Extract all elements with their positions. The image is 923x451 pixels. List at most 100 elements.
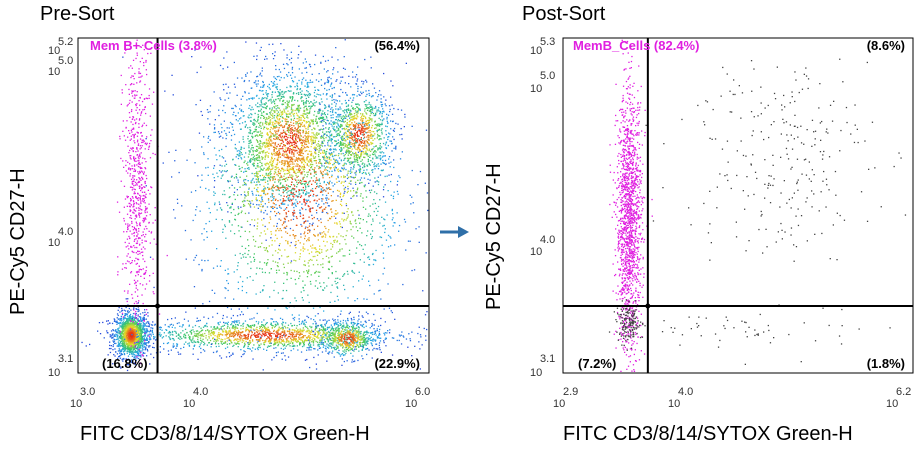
event-dot (126, 321, 128, 323)
event-dot (294, 202, 296, 204)
event-dot (304, 188, 307, 190)
event-dot (327, 120, 329, 122)
event-dot (129, 325, 131, 327)
event-dot (364, 340, 366, 342)
event-dot (291, 96, 293, 98)
event-dot (133, 362, 135, 364)
event-dot (114, 355, 116, 357)
event-dot (317, 343, 319, 346)
event-dot (355, 334, 357, 336)
event-dot (322, 175, 324, 177)
event-dot (366, 353, 368, 356)
event-dot (144, 314, 146, 316)
event-dot (326, 338, 329, 340)
event-dot (347, 333, 350, 335)
event-dot (297, 106, 299, 108)
event-dot (266, 93, 268, 96)
event-dot (293, 125, 295, 127)
event-dot (212, 332, 214, 334)
event-dot (150, 333, 152, 335)
event-dot (336, 337, 339, 339)
event-dot (280, 112, 282, 114)
event-dot (278, 68, 280, 71)
event-dot (256, 94, 258, 97)
event-dot (341, 344, 343, 346)
event-dot (122, 348, 125, 350)
event-dot (299, 91, 302, 94)
event-dot (233, 191, 236, 193)
event-dot (343, 360, 345, 363)
event-dot (136, 343, 139, 345)
event-dot (345, 342, 347, 344)
event-dot (249, 325, 251, 327)
event-dot (256, 121, 258, 123)
event-dot (143, 338, 145, 340)
event-dot (368, 338, 370, 340)
event-dot (266, 58, 268, 60)
event-dot (277, 344, 279, 347)
event-dot (115, 333, 117, 335)
event-dot (117, 337, 119, 340)
event-dot (292, 348, 295, 350)
event-dot (128, 359, 130, 361)
event-dot (295, 327, 298, 329)
event-dot (278, 340, 280, 342)
event-dot (118, 339, 120, 342)
event-dot (346, 334, 348, 336)
event-dot (117, 322, 119, 324)
event-dot (296, 325, 298, 327)
event-dot (131, 340, 133, 342)
event-dot (260, 168, 262, 170)
event-dot (309, 110, 311, 112)
event-dot (364, 331, 367, 333)
event-dot (266, 169, 268, 171)
event-dot (293, 189, 295, 191)
event-dot (409, 338, 411, 340)
event-dot (273, 138, 275, 140)
event-dot (267, 155, 269, 157)
event-dot (336, 342, 338, 344)
event-dot (289, 168, 292, 170)
pre-sort-panel: Pre-Sort Mem B+ Cells (3.8%) (56.4%) (16… (7, 3, 430, 445)
event-dot (326, 197, 328, 199)
event-dot (340, 198, 343, 201)
event-dot (331, 174, 333, 176)
event-dot (203, 344, 205, 346)
event-dot (333, 333, 335, 335)
event-dot (261, 135, 264, 137)
event-dot (239, 333, 241, 335)
event-dot (116, 320, 118, 322)
event-dot (232, 333, 234, 335)
event-dot (394, 318, 396, 320)
event-dot (232, 325, 234, 327)
event-dot (326, 169, 329, 172)
event-dot (120, 333, 122, 336)
event-dot (241, 335, 243, 337)
event-dot (116, 338, 118, 341)
event-dot (302, 192, 304, 194)
event-dot (284, 120, 287, 122)
event-dot (247, 347, 249, 349)
event-dot (290, 190, 292, 192)
event-dot (188, 345, 191, 347)
event-dot (216, 327, 218, 329)
event-dot (325, 335, 327, 337)
event-dot (279, 71, 282, 73)
event-dot (252, 122, 254, 124)
event-dot (143, 325, 146, 327)
event-dot (122, 338, 124, 340)
event-dot (380, 351, 382, 353)
event-dot (248, 80, 250, 82)
event-dot (124, 335, 126, 337)
event-dot (250, 337, 252, 339)
event-dot (343, 341, 346, 343)
event-dot (277, 343, 280, 346)
event-dot (321, 336, 323, 338)
event-dot (318, 167, 321, 169)
event-dot (290, 260, 293, 262)
event-dot (371, 343, 373, 345)
event-dot (160, 326, 162, 329)
event-dot (299, 334, 301, 337)
event-dot (226, 327, 228, 329)
event-dot (291, 339, 294, 341)
